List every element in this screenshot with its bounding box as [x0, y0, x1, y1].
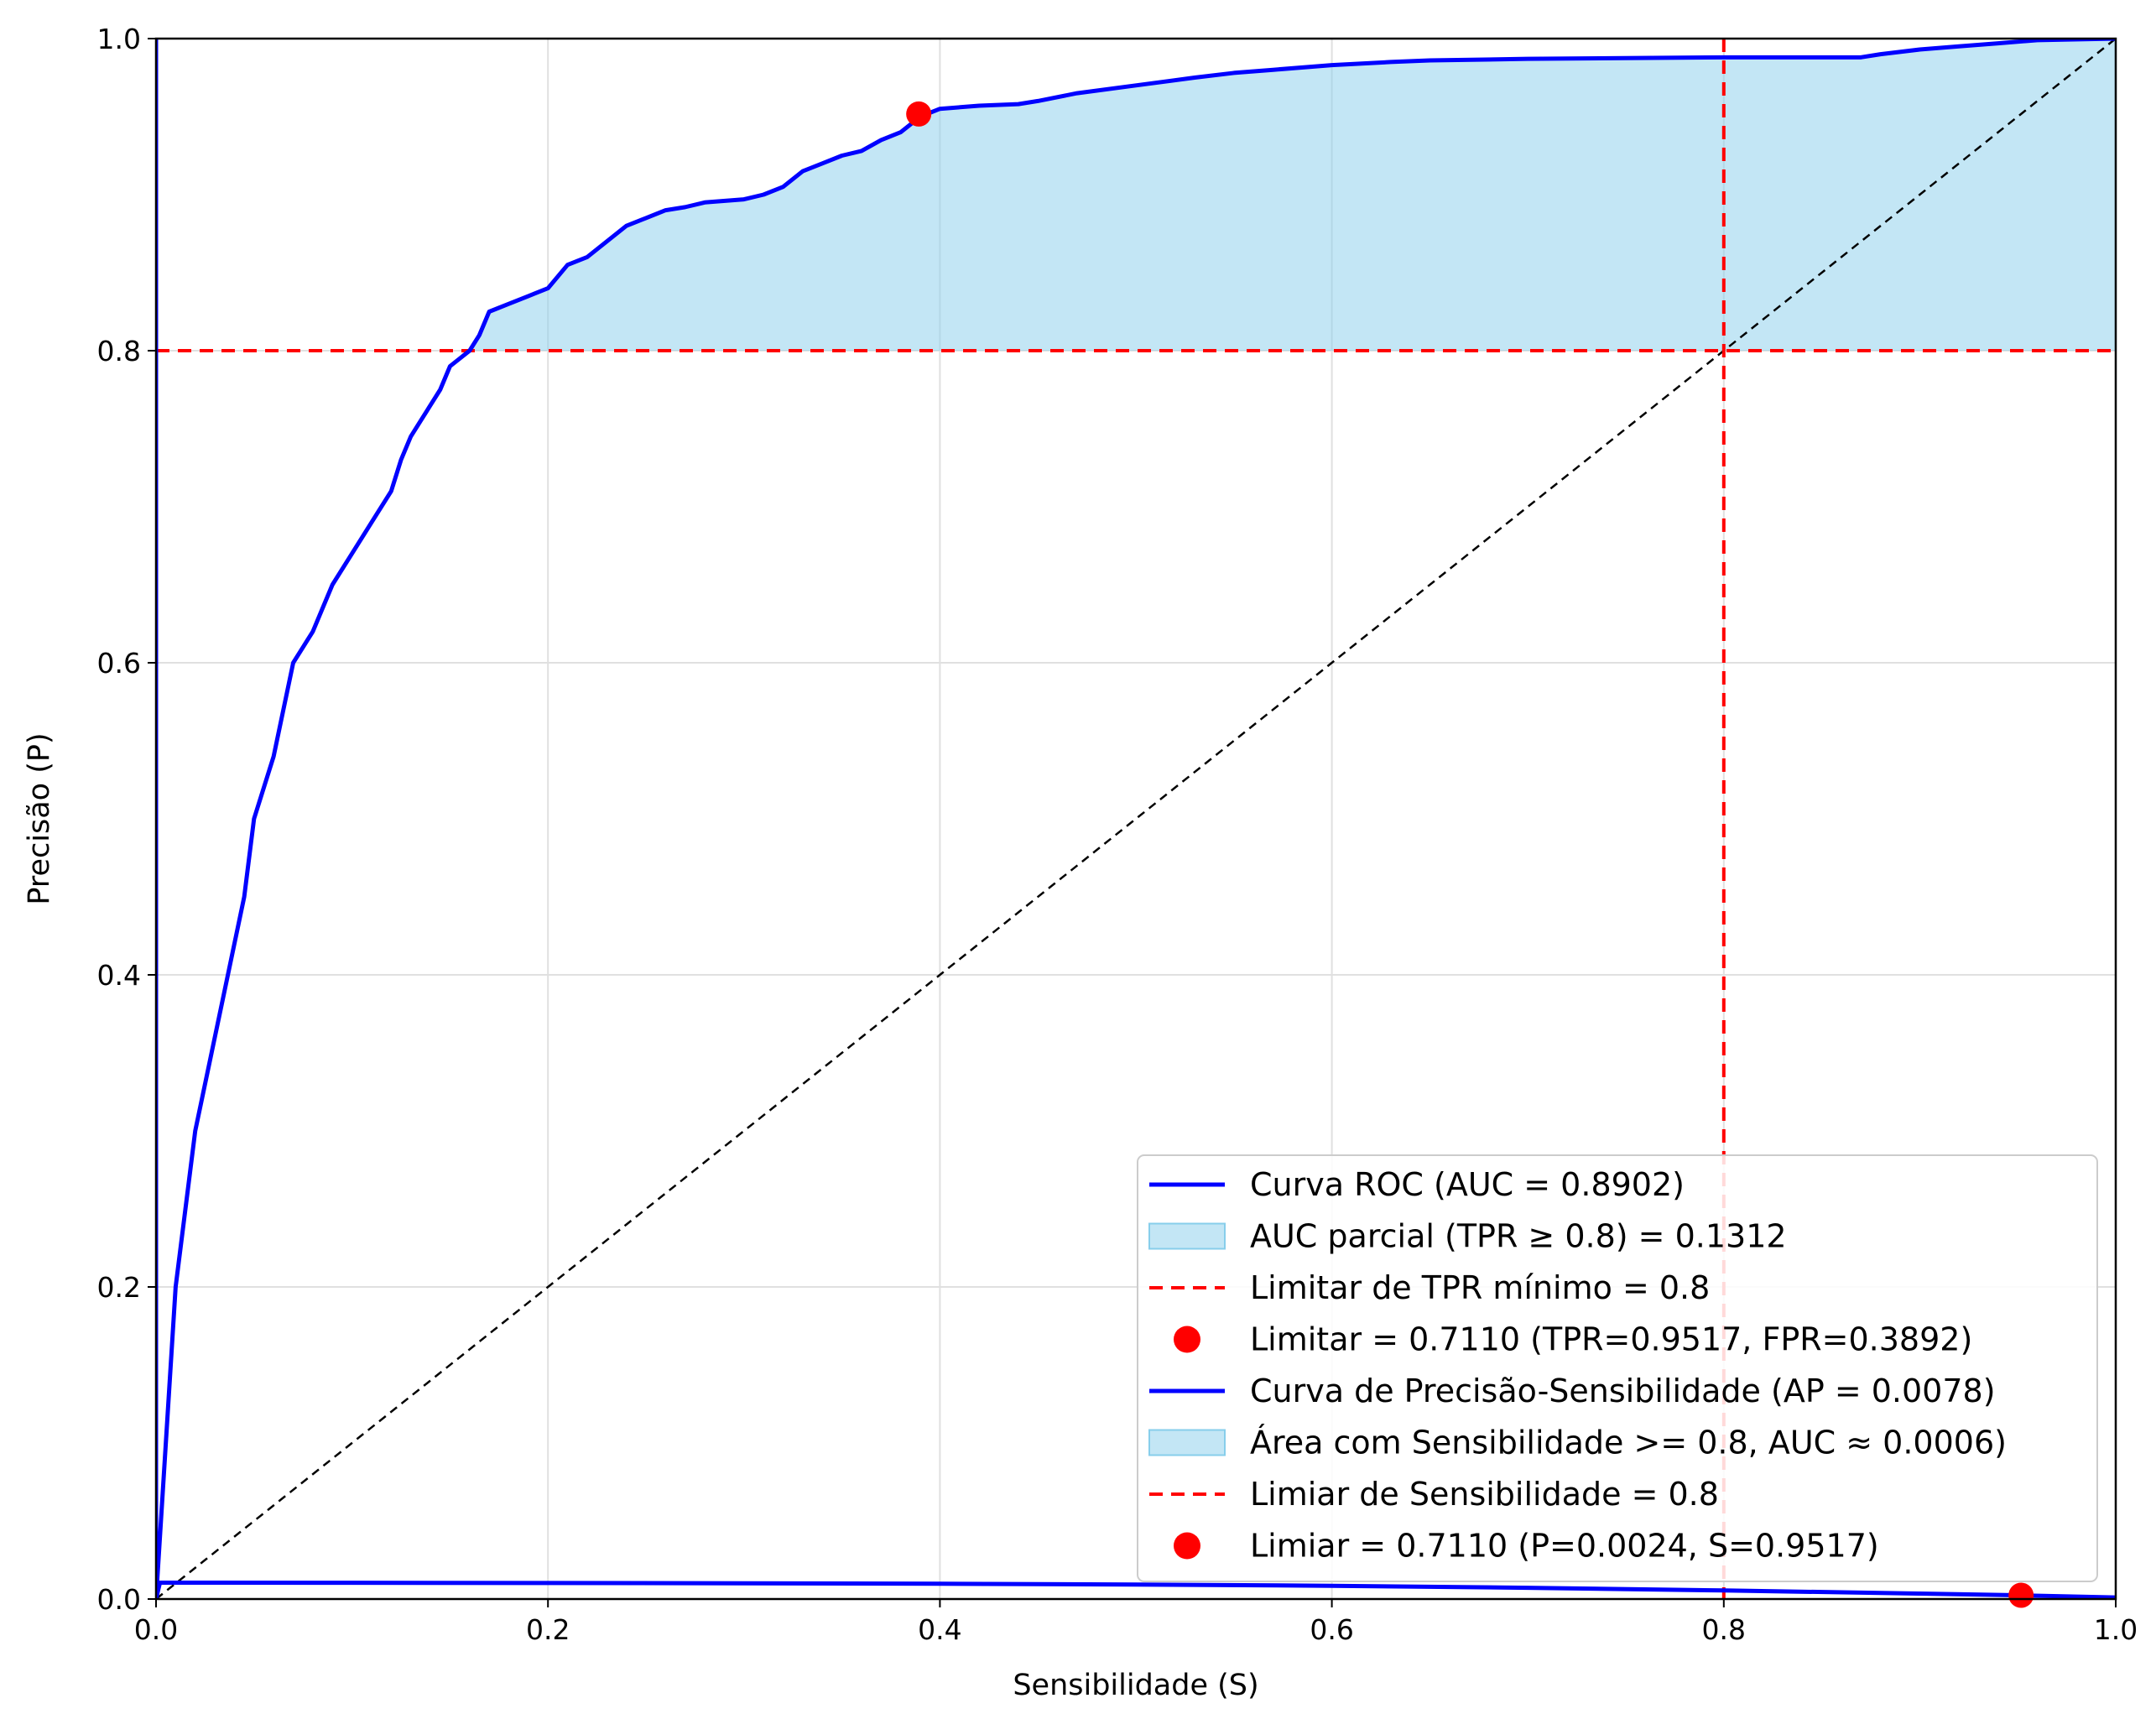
legend-area-symbol: [1148, 1222, 1226, 1250]
x-tick-label: 0.4: [918, 1613, 961, 1646]
roc-threshold-point: [906, 101, 932, 127]
legend-point-symbol: [1174, 1326, 1200, 1353]
y-tick-label: 1.0: [97, 23, 141, 55]
y-axis-label: Precisão (P): [23, 732, 56, 904]
x-tick-label: 0.6: [1310, 1613, 1353, 1646]
roc-curve-line: [156, 39, 2116, 1599]
legend-entry-label: Limitar = 0.7110 (TPR=0.9517, FPR=0.3892…: [1250, 1321, 1972, 1358]
x-tick-label: 0.8: [1702, 1613, 1746, 1646]
y-tick-label: 0.6: [97, 647, 141, 680]
y-tick-label: 0.4: [97, 959, 141, 992]
x-tick-label: 1.0: [2094, 1613, 2138, 1646]
pr-threshold-point: [2008, 1582, 2034, 1608]
legend-entry-label: Limiar de Sensibilidade = 0.8: [1250, 1476, 1719, 1513]
x-axis-label: Sensibilidade (S): [1013, 1669, 1258, 1702]
legend-entry-label: Curva de Precisão-Sensibilidade (AP = 0.…: [1250, 1373, 1996, 1409]
precision-sensitivity-curve-line: [156, 1580, 2116, 1599]
x-tick-label: 0.2: [526, 1613, 570, 1646]
point-layer: [906, 101, 2034, 1608]
legend-entry-label: Curva ROC (AUC = 0.8902): [1250, 1166, 1685, 1203]
legend-entry-label: AUC parcial (TPR ≥ 0.8) = 0.1312: [1250, 1218, 1787, 1255]
legend-entry-label: Área com Sensibilidade >= 0.8, AUC ≈ 0.0…: [1250, 1425, 2007, 1461]
y-tick-label: 0.2: [97, 1271, 141, 1304]
plot-frame: [154, 37, 2117, 1601]
legend-box: [1137, 1154, 2098, 1582]
tick-layer: 0.0 0.2 0.4 0.6 0.8 1.0 0.0 0.2 0.4 0.6 0.8 1.0: [97, 23, 2138, 1646]
y-tick-label: 0.8: [97, 335, 141, 367]
area-layer: [469, 39, 2116, 351]
legend-area-symbol: [1148, 1429, 1226, 1456]
partial-auc-area: [469, 39, 2116, 351]
legend-point-symbol: [1174, 1532, 1200, 1560]
legend-entry-label: Limiar = 0.7110 (P=0.0024, S=0.9517): [1250, 1528, 1879, 1565]
chance-diagonal-line: [156, 39, 2116, 1599]
y-tick-label: 0.0: [97, 1583, 141, 1616]
legend: Curva ROC (AUC = 0.8902) AUC parcial (TPR…: [1137, 1154, 2098, 1582]
x-tick-label: 0.0: [134, 1613, 178, 1646]
legend-entry-label: Limitar de TPR mínimo = 0.8: [1250, 1269, 1710, 1306]
